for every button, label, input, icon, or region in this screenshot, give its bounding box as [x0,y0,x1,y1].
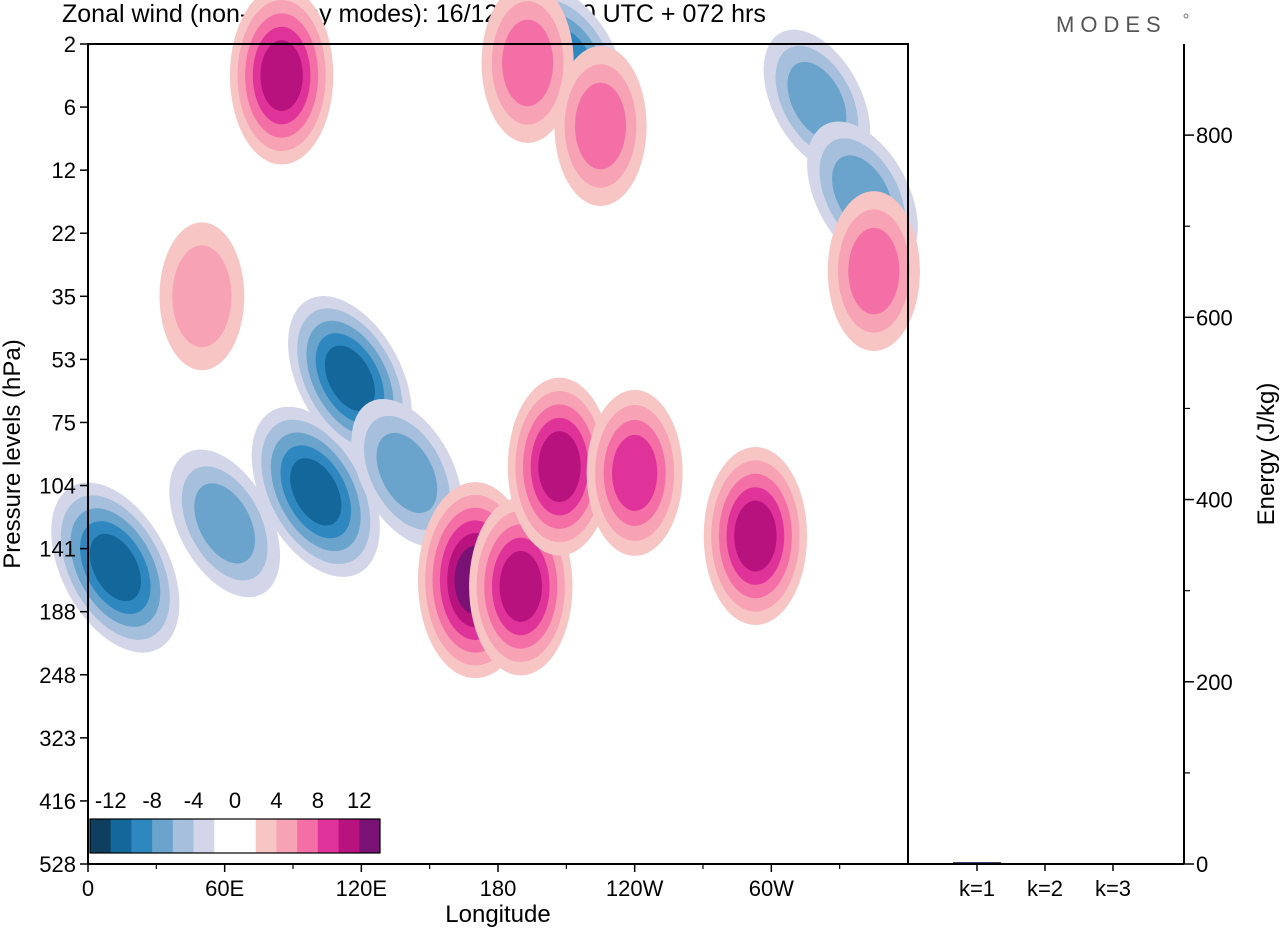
energy-axis-label: Energy (J/kg) [1253,383,1280,526]
brand-logo: MODES [1056,12,1167,37]
contour-band [376,432,438,513]
y-tick-label: 248 [39,663,76,688]
wind-anomaly-16 [481,0,574,143]
y-tick-label: 416 [39,789,76,814]
contour-band [575,82,626,170]
colorbar-swatch [131,819,153,853]
chart-title: Zonal wind (non-Rossby modes): 16/12/202… [62,0,766,28]
x-tick-label: 120E [336,876,387,901]
colorbar-label: -4 [184,788,204,813]
contour-band [172,245,232,348]
wind-anomaly-15 [159,222,245,371]
contour-band [194,483,256,564]
contour-band [324,345,375,412]
colorbar-swatch [152,819,174,853]
energy-tick-label: 0 [1196,852,1208,877]
k-tick-label: k=1 [959,876,995,901]
wind-anomaly-5 [351,399,463,547]
colorbar-swatch [90,819,112,853]
energy-tick-label: 400 [1196,488,1233,513]
y-tick-label: 104 [39,474,76,499]
contour-band [502,19,554,107]
colorbar-label: -8 [142,788,162,813]
y-tick-label: 528 [39,852,76,877]
wind-anomaly-14 [229,0,334,165]
y-tick-label: 323 [39,726,76,751]
energy-tick-label: 800 [1196,123,1233,148]
y-tick-label: 22 [52,221,76,246]
contour-band [290,458,342,526]
x-tick-label: 120W [606,876,664,901]
colorbar-swatch [193,819,215,853]
colorbar-label: 12 [347,788,371,813]
colorbar-swatch [235,819,257,853]
y-tick-label: 75 [52,410,76,435]
wind-anomaly-12 [586,389,683,556]
y-tick-label: 53 [52,347,76,372]
contour-band [89,533,141,602]
y-tick-label: 141 [39,537,76,562]
colorbar-swatch [110,819,132,853]
contour-band [538,431,581,503]
x-tick-label: 180 [480,876,517,901]
contour-band [499,551,542,622]
colorbar-swatch [297,819,319,853]
colorbar-swatch [255,819,277,853]
wind-anomaly-17 [554,46,647,206]
wind-anomaly-11 [507,377,612,556]
colorbar-swatch [276,819,298,853]
x-tick-label: 60E [205,876,244,901]
colorbar-swatch [172,819,194,853]
colorbar-label: -12 [95,788,127,813]
wind-anomaly-13 [703,447,808,625]
contour-band [848,227,900,315]
colorbar-swatch [338,819,360,853]
y-axis-label: Pressure levels (hPa) [0,339,26,568]
x-tick-label: 60W [749,876,794,901]
y-axis-ticks: 2 6 12 22 35 53 75 104 141 188 248 323 416 528 [39,32,88,877]
colorbar-label: 4 [270,788,282,813]
wind-anomaly-18 [827,191,920,352]
energy-tick-label: 200 [1196,670,1233,695]
colorbar-outline [89,818,381,854]
x-axis-ticks: 0 60E 120E 180 120W 60W [82,864,841,901]
y-tick-label: 6 [64,95,76,120]
colorbar-label: 0 [229,788,241,813]
y-tick-label: 188 [39,600,76,625]
x-axis-label: Longitude [445,901,550,928]
wavenumber-labels: k=1 k=2 k=3 [959,864,1131,901]
k-tick-label: k=3 [1095,876,1131,901]
contour-band [260,40,303,111]
contour-band [787,61,847,140]
y-tick-label: 35 [52,284,76,309]
y-tick-label: 2 [64,32,76,57]
x-tick-label: 0 [82,876,94,901]
wind-anomaly-4 [169,449,281,598]
colorbar-swatch [359,819,381,853]
colorbar-swatch [317,819,339,853]
colorbar: -12 -8 -4 0 4 8 12 [88,784,384,862]
y-tick-label: 12 [52,158,76,183]
energy-tick-label: 600 [1196,305,1233,330]
energy-axis-ticks: 0 200 400 600 800 [1184,123,1233,877]
heatmap-field [51,0,920,679]
colorbar-label: 8 [312,788,324,813]
contour-band [734,500,777,572]
brand-mark-icon [1183,13,1189,19]
wind-anomaly-2 [251,406,380,577]
k-tick-label: k=2 [1027,876,1063,901]
contour-band [612,434,658,511]
colorbar-swatch [214,819,236,853]
